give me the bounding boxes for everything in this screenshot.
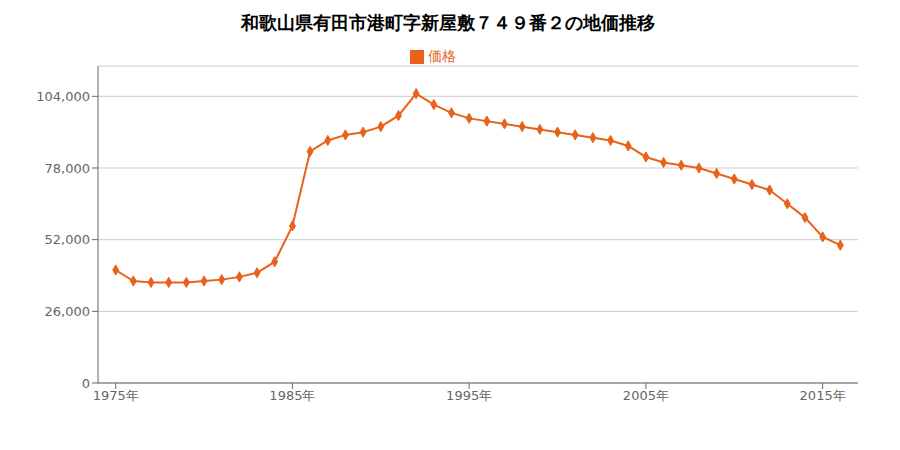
html-text:価格: 価格 <box>428 48 456 64</box>
svg-text:2005年: 2005年 <box>623 388 669 403</box>
svg-text:1975年: 1975年 <box>93 388 139 403</box>
svg-text:2015年: 2015年 <box>800 388 846 403</box>
svg-text:0: 0 <box>82 376 90 391</box>
svg-text:1995年: 1995年 <box>446 388 492 403</box>
svg-text:52,000: 52,000 <box>45 232 91 247</box>
svg-text:104,000: 104,000 <box>36 89 90 104</box>
svg-text:78,000: 78,000 <box>45 161 91 176</box>
svg-text:1985年: 1985年 <box>269 388 315 403</box>
html-text:和歌山県有田市港町字新屋敷７４９番２の地価推移: 和歌山県有田市港町字新屋敷７４９番２の地価推移 <box>241 12 655 33</box>
svg-text:26,000: 26,000 <box>45 304 91 319</box>
